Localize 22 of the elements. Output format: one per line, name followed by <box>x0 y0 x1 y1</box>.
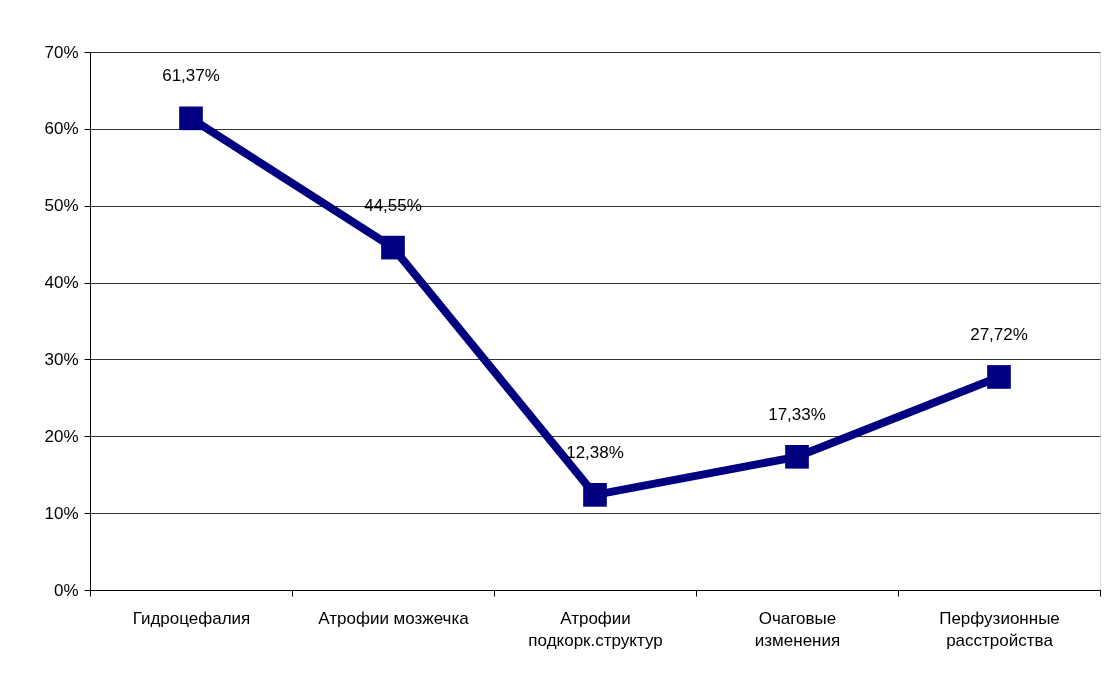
y-tick-label: 10% <box>44 503 79 523</box>
y-tick-label: 20% <box>44 426 79 446</box>
point <box>381 235 405 260</box>
data-label: 61,37% <box>162 66 220 86</box>
y-tick-label: 40% <box>44 273 79 293</box>
point <box>179 106 203 131</box>
y-tick-label: 50% <box>44 196 79 216</box>
y-tick-label: 60% <box>44 119 79 139</box>
point <box>987 365 1011 389</box>
y-tick-label: 70% <box>44 42 79 62</box>
data-label: 27,72% <box>970 324 1028 344</box>
x-tick-label: Очаговые изменения <box>754 608 841 650</box>
x-tick-label: Гидроцефалия <box>132 608 251 628</box>
x-tick-label: Перфузионные расстройства <box>939 608 1060 650</box>
y-tick-label: 0% <box>53 580 79 600</box>
point <box>785 444 809 469</box>
x-tick-label: Атрофии мозжечка <box>318 608 470 628</box>
data-label: 17,33% <box>768 404 826 424</box>
y-tick-label: 30% <box>44 349 79 369</box>
data-label: 12,38% <box>566 442 624 462</box>
point <box>583 483 607 507</box>
x-tick-label: Атрофии подкорк.структур <box>528 608 663 650</box>
